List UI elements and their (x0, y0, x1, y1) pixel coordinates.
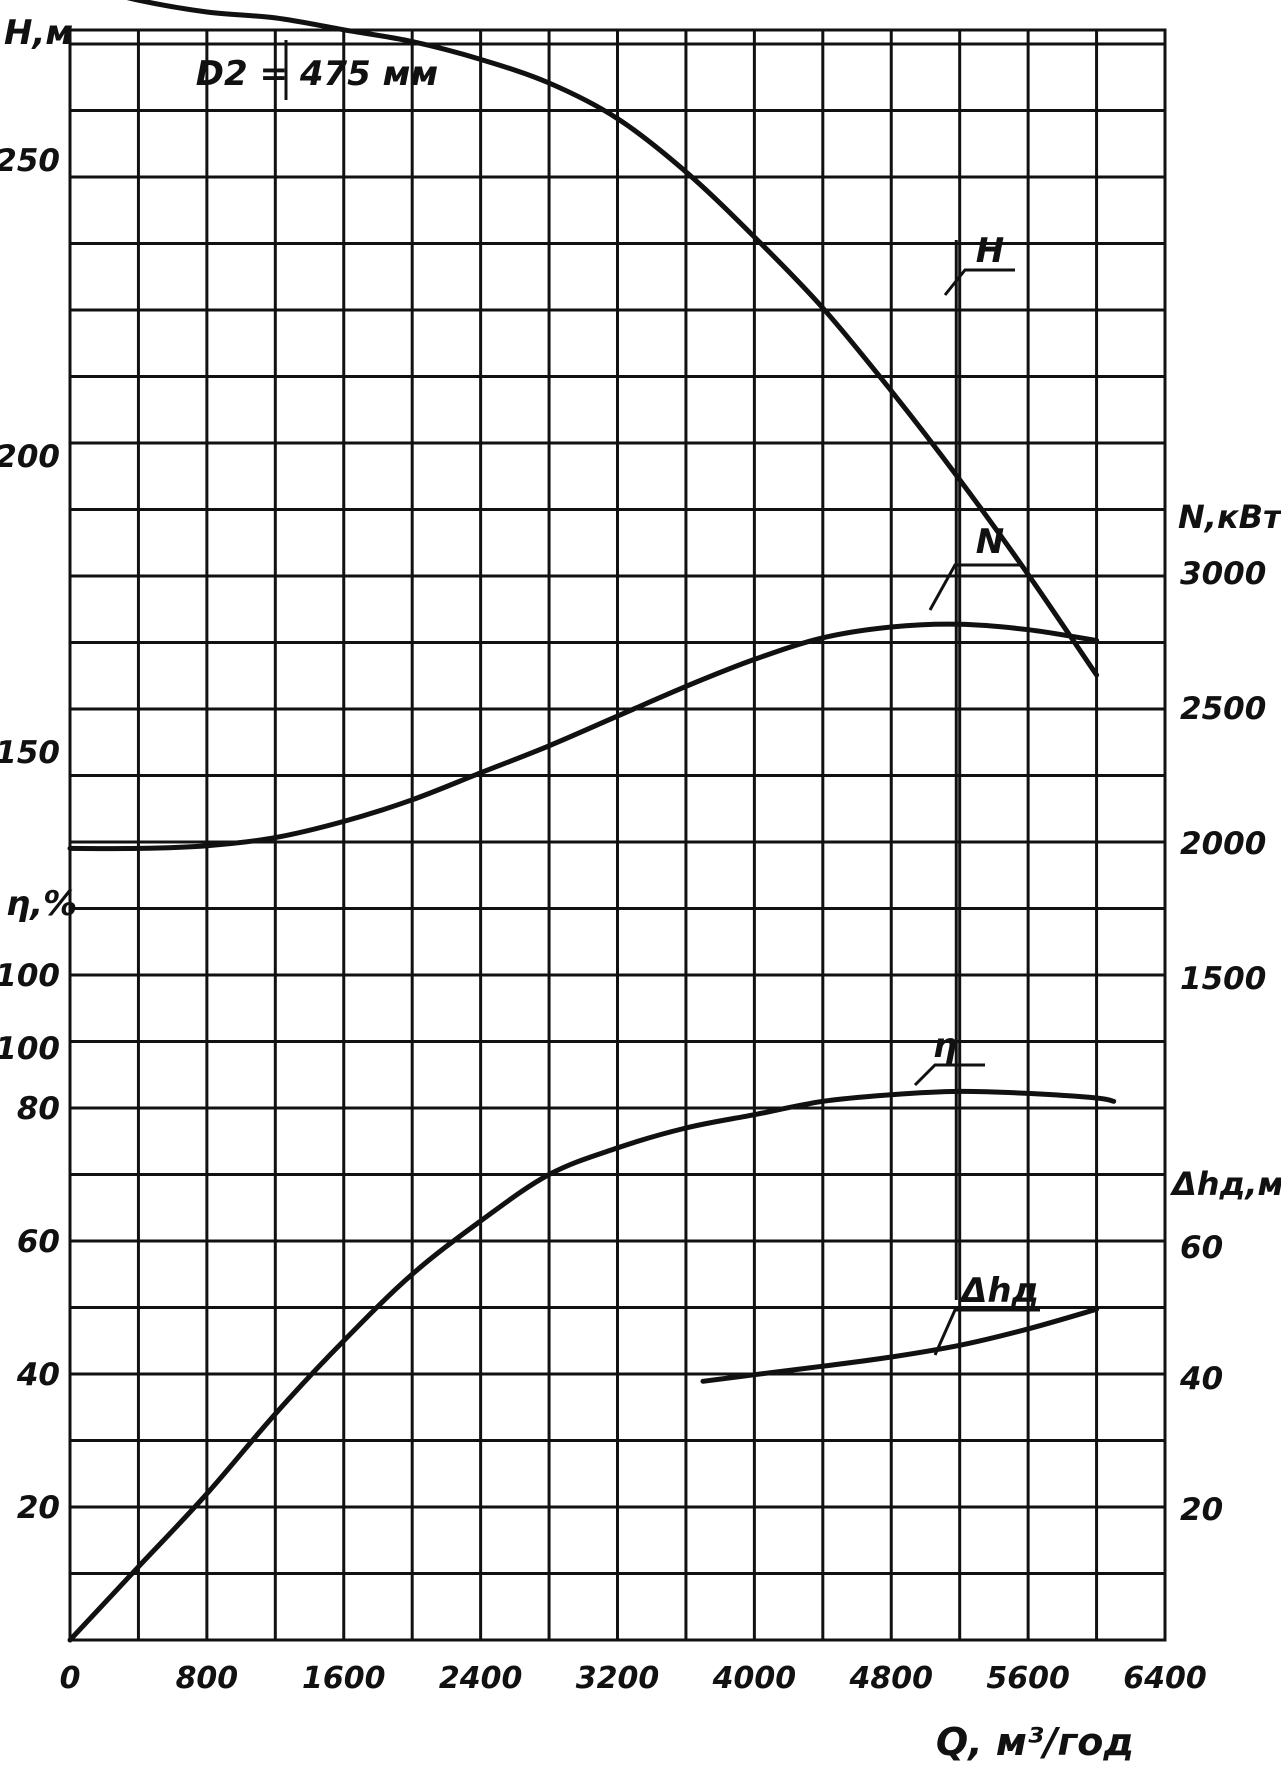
x-tick-label: 800 (176, 1661, 239, 1696)
y-tick-label-N: 2500 (1180, 691, 1266, 727)
series-line-dh (700, 1306, 1100, 1384)
annotation-d2: D2 = 475 мм (196, 54, 438, 94)
series-line-N (67, 621, 1100, 852)
x-tick-label: 5600 (986, 1661, 1070, 1696)
series-label-H: H (976, 231, 1004, 271)
axis-title-dh: Δhд,м (1169, 1165, 1281, 1203)
grid (68, 28, 1167, 1642)
y-tick-label-dh: 60 (1180, 1230, 1223, 1266)
y-tick-label-eta: 40 (16, 1357, 60, 1393)
series-leader-eta (913, 1063, 985, 1087)
plot-frame (68, 28, 1167, 1642)
axis-title-eta: η,% (6, 884, 77, 924)
y-tick-label-H: 100 (0, 1031, 60, 1067)
series-line-H (126, 0, 1100, 678)
labels: 0 800 1600 2400 3200 4000 4800 5600 6400 Q, м³/го… (0, 13, 1281, 1764)
y-tick-label-H: 200 (0, 439, 60, 475)
axis-title-H: H,м (4, 13, 73, 53)
y-tick-label-H: 250 (0, 143, 60, 179)
x-axis-label: Q, м³/год (936, 1720, 1134, 1764)
series-leader-H (943, 268, 1015, 296)
axis-title-N: N,кВт (1178, 498, 1281, 536)
x-tick-label: 4000 (712, 1661, 797, 1696)
series-line-eta (67, 1088, 1117, 1643)
x-tick-label: 4800 (849, 1661, 934, 1696)
series-label-eta: η (933, 1026, 957, 1066)
y-tick-label-dh: 40 (1179, 1361, 1223, 1397)
x-tick-label: 2400 (439, 1661, 523, 1696)
y-tick-label-eta: 20 (17, 1490, 60, 1526)
x-tick-label: 0 (60, 1661, 81, 1696)
x-tick-label: 1600 (302, 1661, 386, 1696)
series-leader-N (928, 563, 1020, 611)
series-label-N: N (976, 522, 1004, 562)
y-tick-label-eta: 60 (17, 1224, 60, 1260)
y-tick-label-eta: 100 (0, 958, 60, 994)
y-tick-label-N: 2000 (1180, 826, 1266, 862)
y-tick-label-eta: 80 (17, 1091, 60, 1127)
y-tick-label-N: 1500 (1180, 961, 1266, 997)
y-tick-label-H: 150 (0, 735, 60, 771)
y-tick-label-N: 3000 (1180, 556, 1266, 592)
series-label-dh: Δhд (958, 1271, 1039, 1311)
y-tick-label-dh: 20 (1180, 1492, 1223, 1528)
series-leader-dh (933, 1308, 1040, 1356)
x-tick-label: 3200 (576, 1661, 660, 1696)
x-tick-label: 6400 (1123, 1661, 1207, 1696)
curves (67, 0, 1117, 1643)
